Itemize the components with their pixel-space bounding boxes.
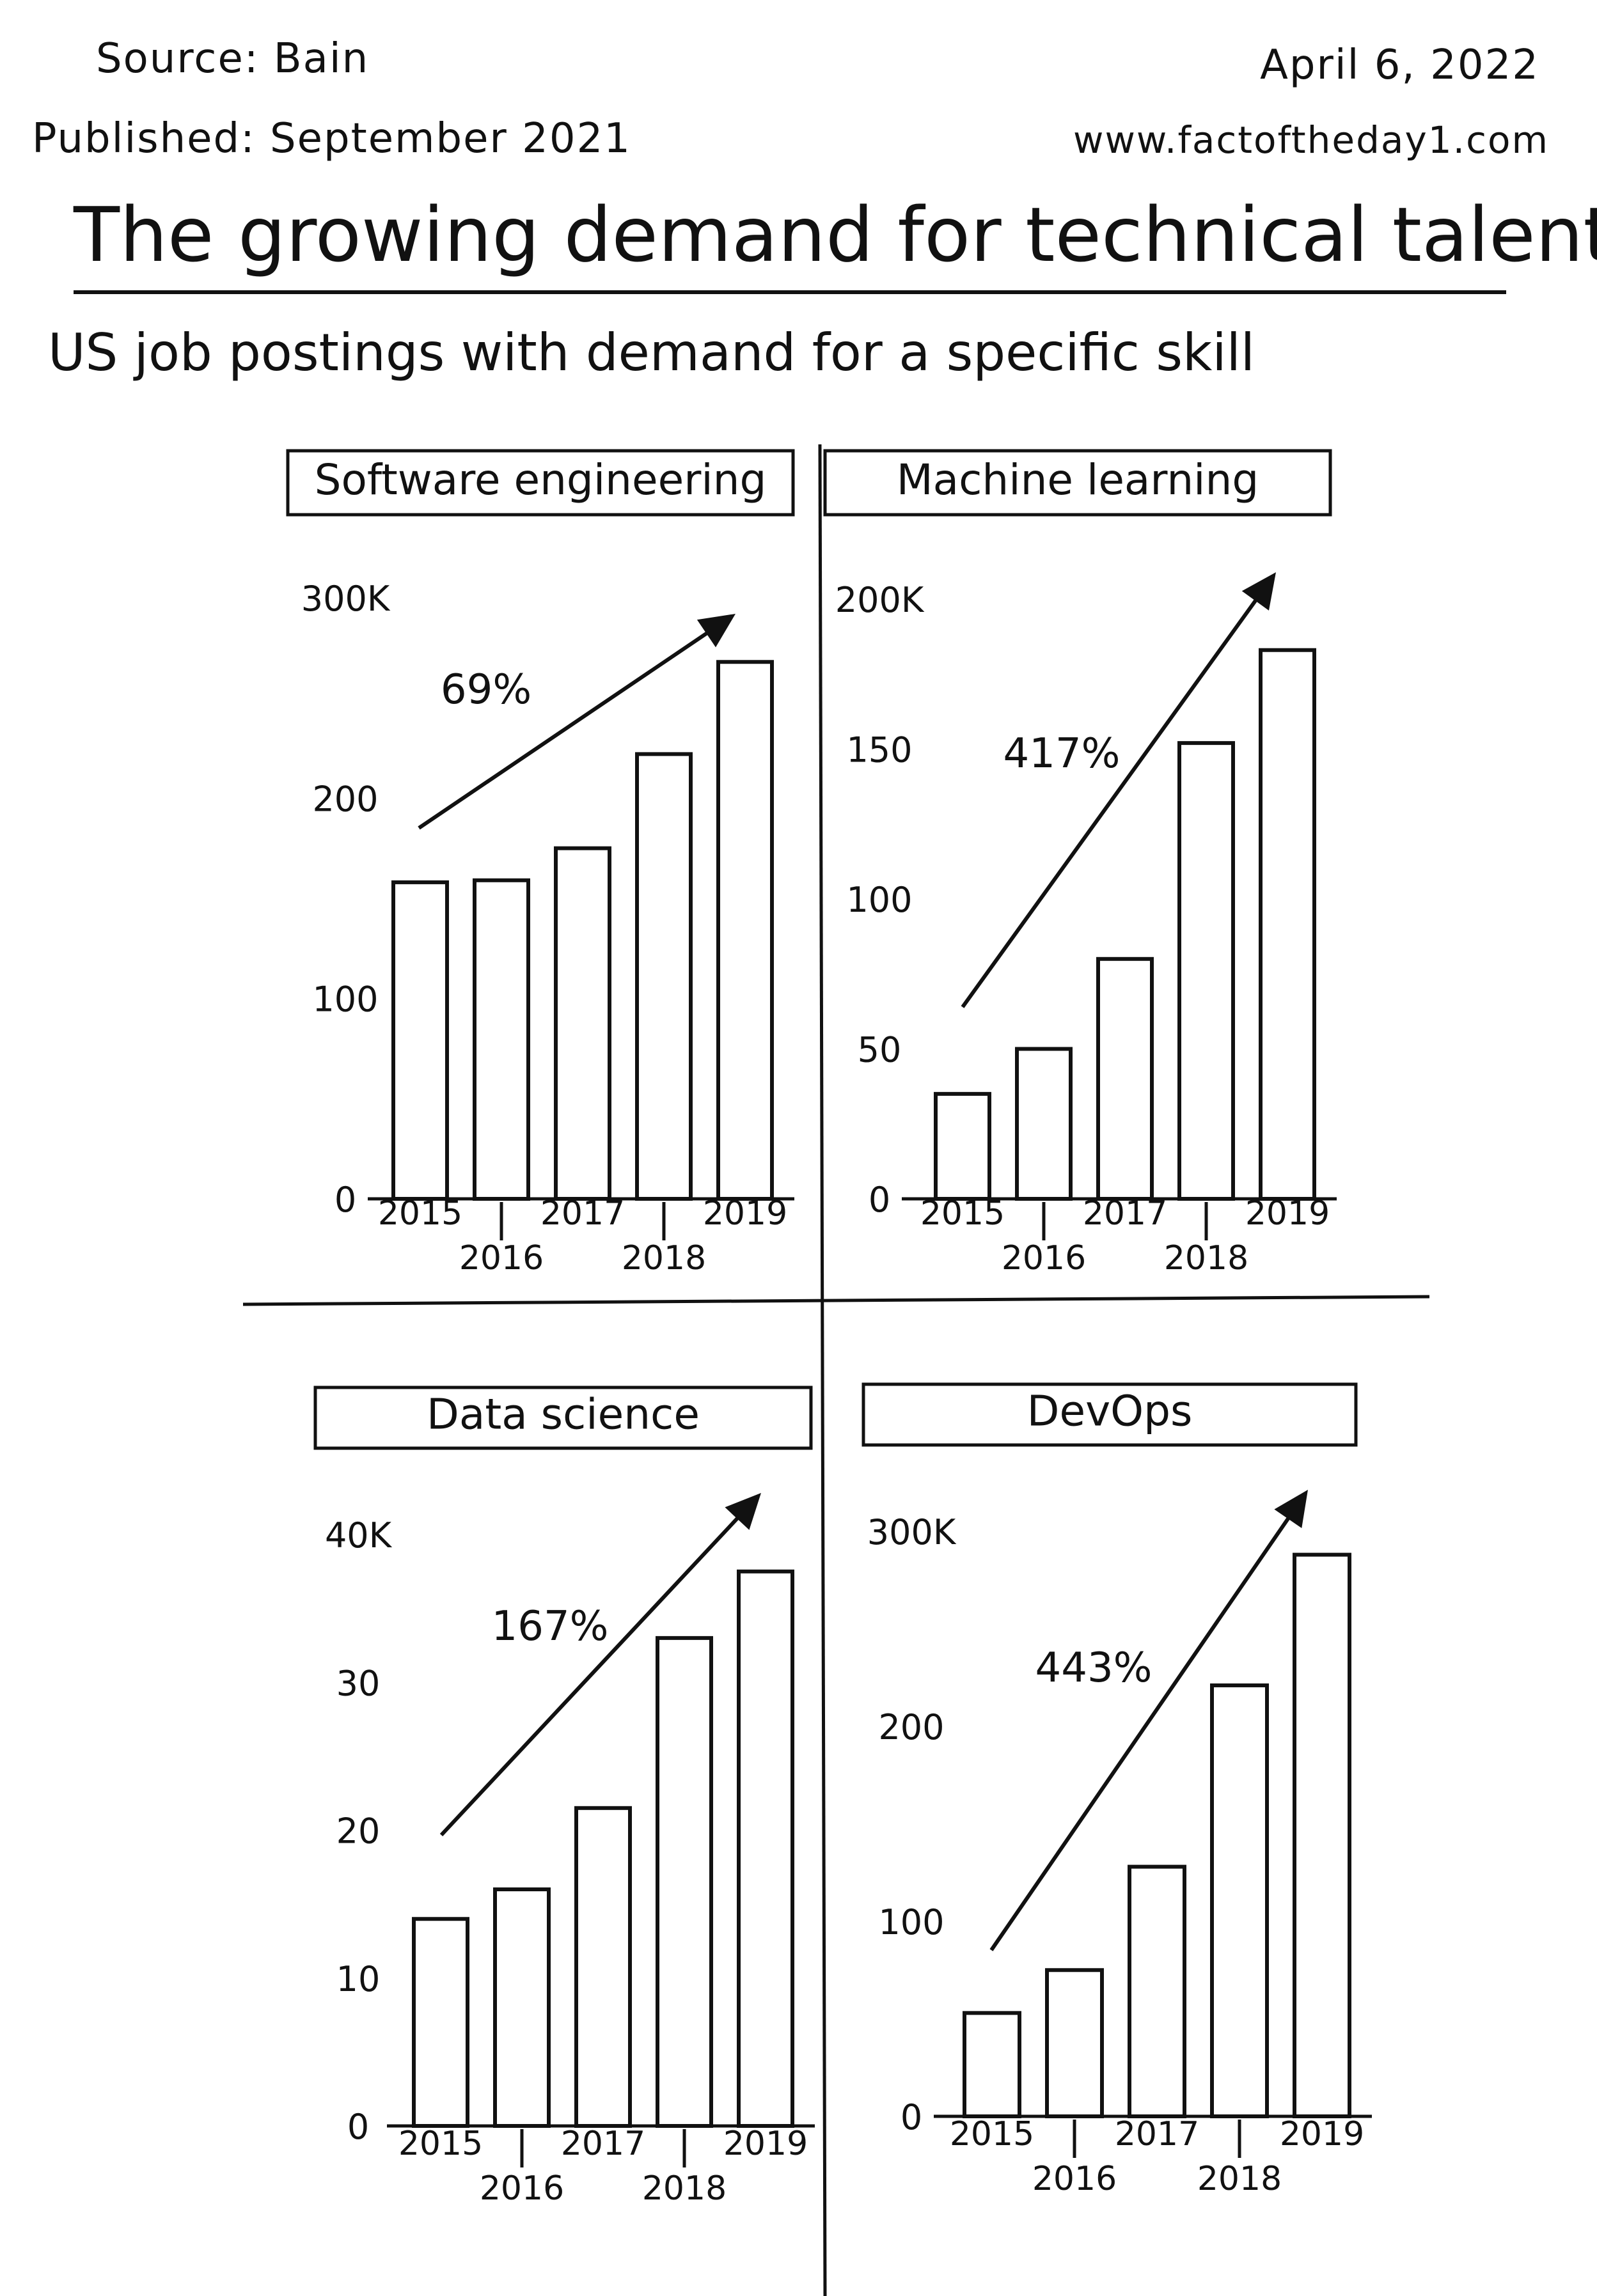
arrow-head-icon <box>696 614 736 648</box>
x-tick-label: 2018 <box>622 1239 706 1277</box>
y-tick-label: 200K <box>835 580 925 620</box>
bar-2019 <box>716 660 774 1201</box>
x-tick-label: 2015 <box>398 2125 483 2163</box>
x-tick-label: 2015 <box>950 2115 1034 2153</box>
trend-arrow <box>418 620 724 830</box>
arrow-head-icon <box>1241 572 1276 611</box>
x-tick-label: 2016 <box>1002 1239 1086 1277</box>
x-tick-label: 2016 <box>1032 2160 1117 2198</box>
y-tick-label: 40K <box>325 1515 393 1556</box>
x-tick-label: 2017 <box>1083 1194 1167 1233</box>
chart-title-box <box>286 449 795 517</box>
bar-2016 <box>473 878 530 1201</box>
bar-2017 <box>554 846 611 1201</box>
x-tick-label: 2016 <box>459 1239 544 1277</box>
bar-2018 <box>1177 741 1235 1201</box>
x-tick-label: 2017 <box>561 2125 645 2163</box>
chart-title-box <box>861 1382 1358 1447</box>
chart-title-box <box>313 1386 813 1450</box>
trend-arrow <box>989 1507 1297 1951</box>
arrow-head-icon <box>1274 1490 1308 1529</box>
growth-annotation: 167% <box>492 1603 609 1650</box>
x-tick-label: 2018 <box>1197 2160 1282 2198</box>
x-tick-label: 2017 <box>540 1194 625 1233</box>
y-tick-label: 300K <box>301 579 391 619</box>
bar-2018 <box>635 752 693 1201</box>
website-link[interactable]: www.factoftheday1.com <box>1073 118 1549 162</box>
divider-vertical <box>818 444 827 2296</box>
x-tick-label: 2018 <box>1164 1239 1248 1277</box>
y-tick-label: 20 <box>336 1811 381 1852</box>
x-tick-label: 2019 <box>723 2125 808 2163</box>
y-tick-label: 0 <box>334 1180 356 1220</box>
divider-horizontal <box>242 1295 1430 1306</box>
x-tick-label: 2019 <box>1280 2115 1364 2153</box>
bar-2015 <box>412 1917 469 2128</box>
y-tick-label: 150 <box>846 730 912 770</box>
published-label: Published: September 2021 <box>32 115 631 162</box>
bar-2017 <box>1128 1864 1186 2119</box>
x-tick-label: 2015 <box>920 1194 1005 1233</box>
y-tick-label: 300K <box>867 1512 957 1552</box>
growth-annotation: 443% <box>1035 1644 1153 1692</box>
bar-2019 <box>1259 648 1316 1201</box>
chart-title: DevOps <box>1027 1387 1193 1436</box>
y-tick-label: 10 <box>336 1959 381 1999</box>
y-tick-label: 50 <box>858 1030 902 1070</box>
x-tick-label: 2019 <box>1245 1194 1330 1233</box>
date-label: April 6, 2022 <box>1260 42 1539 89</box>
y-tick-label: 30 <box>336 1663 381 1703</box>
growth-annotation: 69% <box>441 666 531 714</box>
growth-annotation: 417% <box>1003 730 1121 777</box>
bar-2017 <box>574 1806 632 2128</box>
chart-title: Data science <box>427 1390 700 1439</box>
x-tick-label: 2018 <box>642 2169 727 2208</box>
y-tick-label: 100 <box>846 880 912 920</box>
y-tick-label: 100 <box>878 1902 944 1942</box>
y-tick-label: 200 <box>878 1707 944 1747</box>
chart-title: Machine learning <box>897 455 1259 504</box>
x-tick-label: 2016 <box>480 2169 564 2208</box>
bar-2015 <box>934 1091 991 1201</box>
chart-title-box <box>823 449 1332 517</box>
arrow-head-icon <box>725 1493 761 1530</box>
bar-2017 <box>1096 957 1154 1201</box>
y-tick-label: 200 <box>312 779 378 819</box>
bar-2018 <box>656 1636 713 2128</box>
x-tick-label: 2017 <box>1115 2115 1199 2153</box>
x-tick-label: 2015 <box>378 1194 462 1233</box>
bar-2015 <box>963 2011 1021 2119</box>
bar-2019 <box>737 1569 794 2128</box>
page-title: The growing demand for technical talent <box>74 191 1597 294</box>
y-tick-label: 0 <box>869 1180 890 1220</box>
bar-2016 <box>1015 1047 1073 1201</box>
bar-2015 <box>391 880 449 1201</box>
page-subtitle: US job postings with demand for a specif… <box>48 323 1255 382</box>
chart-title: Software engineering <box>315 455 767 504</box>
bar-2019 <box>1293 1552 1351 2119</box>
bar-2016 <box>1045 1968 1104 2118</box>
y-tick-label: 0 <box>901 2097 922 2137</box>
bar-2018 <box>1210 1683 1269 2118</box>
y-tick-label: 100 <box>312 980 378 1020</box>
x-tick-label: 2019 <box>703 1194 787 1233</box>
trend-arrow <box>961 588 1265 1008</box>
y-tick-label: 0 <box>347 2107 369 2147</box>
source-label: Source: Bain <box>96 35 370 82</box>
trend-arrow <box>439 1505 750 1837</box>
bar-2016 <box>493 1887 551 2128</box>
